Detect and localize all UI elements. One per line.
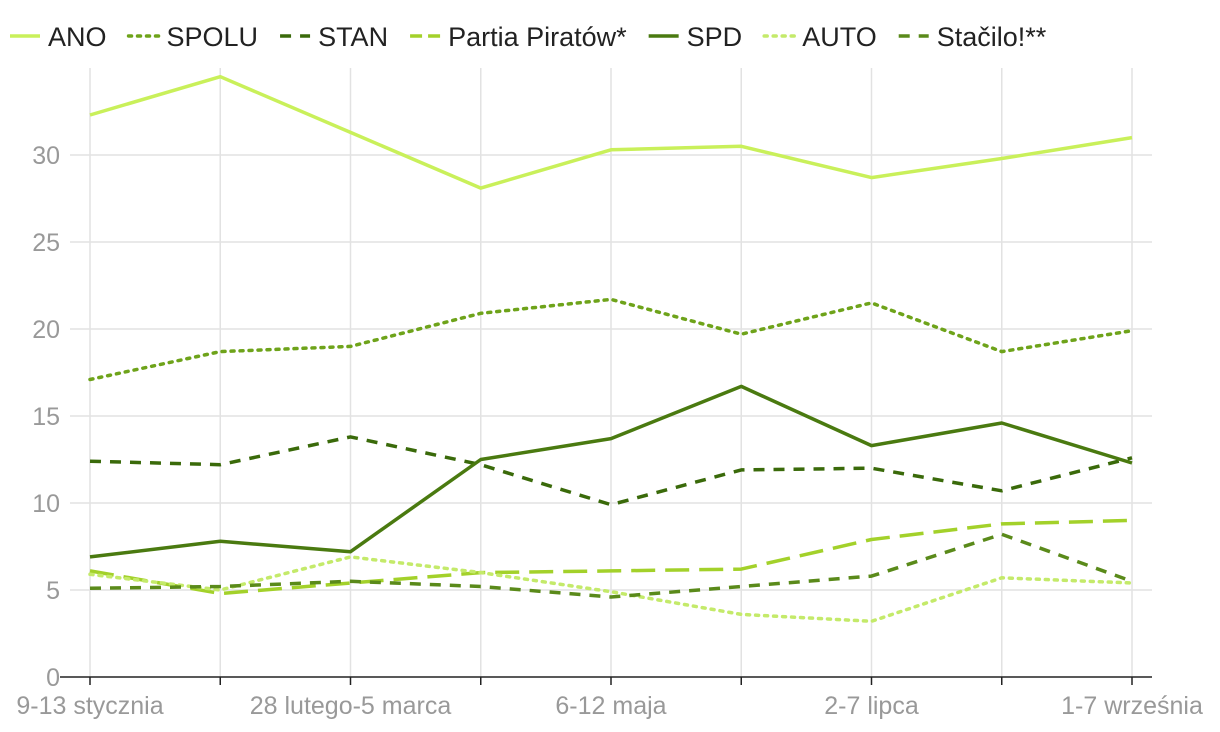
legend-item: ANO — [10, 22, 107, 52]
x-tick-label: 6-12 maja — [555, 692, 666, 720]
legend-label: ANO — [48, 22, 107, 52]
legend-label: Stačilo!** — [937, 22, 1047, 52]
series-line-spolu — [88, 297, 1134, 382]
y-axis-ticks: 0 5 10 15 20 25 30 — [32, 142, 60, 692]
x-axis-ticks: 9-13 stycznia 28 lutego-5 marca 6-12 maja 2… — [16, 692, 1203, 720]
legend-item: STAN — [280, 22, 388, 52]
series-line-partia-pirat-w — [89, 518, 1133, 596]
legend-item: SPD — [648, 22, 743, 52]
legend-item: Partia Piratów* — [410, 22, 627, 52]
x-axis — [60, 676, 1152, 685]
legend-item: SPOLU — [126, 22, 259, 52]
series-line-spd — [89, 384, 1133, 559]
legend: ANO SPOLU STAN Partia Piratów* SPD AUTO Stačil… — [10, 22, 1047, 52]
series-lines — [88, 74, 1134, 624]
series-line-sta-ilo — [89, 532, 1133, 599]
series-line-ano — [89, 74, 1133, 190]
legend-item: AUTO — [762, 22, 877, 52]
y-tick-label: 30 — [32, 142, 60, 170]
x-tick-label: 28 lutego-5 marca — [250, 692, 452, 720]
y-tick-label: 5 — [46, 577, 60, 605]
y-tick-label: 10 — [32, 490, 60, 518]
series-line-stan — [89, 435, 1133, 507]
legend-item: Stačilo!** — [898, 22, 1047, 52]
y-tick-label: 0 — [46, 664, 60, 692]
x-tick-label: 9-13 stycznia — [16, 692, 163, 720]
y-tick-label: 20 — [32, 316, 60, 344]
grid — [70, 68, 1152, 677]
x-tick-label: 1-7 września — [1061, 692, 1203, 720]
legend-label: STAN — [318, 22, 388, 52]
x-tick-label: 2-7 lipca — [824, 692, 919, 720]
legend-label: Partia Piratów* — [448, 22, 627, 52]
y-tick-label: 25 — [32, 229, 60, 257]
legend-label: AUTO — [802, 22, 877, 52]
legend-label: SPOLU — [167, 22, 259, 52]
y-tick-label: 15 — [32, 403, 60, 431]
series-line-auto — [88, 555, 1134, 624]
legend-label: SPD — [687, 22, 743, 52]
